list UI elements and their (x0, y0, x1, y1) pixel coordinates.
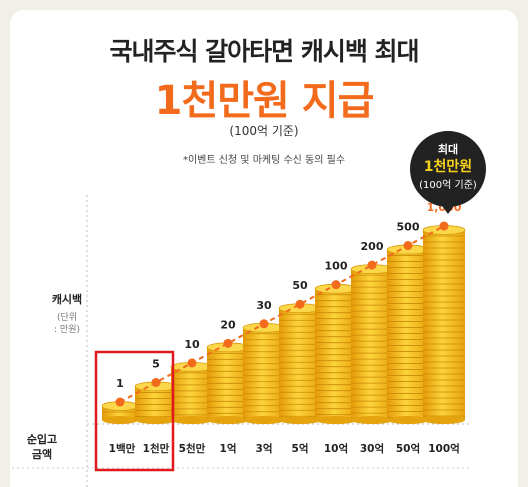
coin-stack-1천만 (134, 381, 178, 424)
coin-stack-5천만 (170, 361, 214, 424)
coin-stacks (101, 225, 466, 424)
badge-line2: 1천만원 (424, 159, 472, 175)
basis-note: (100억 기준) (229, 124, 299, 138)
max-badge: 최대 1천만원 (100억 기준) (410, 131, 486, 214)
trend-point (115, 397, 125, 407)
highlight-box (94, 350, 175, 472)
badge-line1: 최대 (438, 142, 458, 156)
value-label: 50 (292, 279, 308, 292)
trend-line (119, 225, 445, 403)
trend-point (187, 358, 197, 368)
x-axis-label: 순입고 금액 (27, 433, 57, 461)
value-label: 5 (152, 357, 160, 370)
category-label: 5천만 (179, 442, 206, 455)
page-title: 국내주식 갈아타면 캐시백 최대 (109, 37, 419, 66)
trend-point (223, 338, 233, 348)
trend-point (331, 280, 341, 290)
category-label: 30억 (360, 443, 384, 455)
footnote: *이벤트 신청 및 마케팅 수신 동의 필수 (182, 155, 346, 166)
coin-stack-5억 (278, 303, 322, 424)
coin-stack-100억 (422, 225, 466, 424)
category-label: 1천만 (143, 442, 170, 455)
trend-point (367, 260, 377, 270)
badge-line3: (100억 기준) (419, 179, 477, 191)
category-label: 10억 (324, 443, 348, 455)
trend-point (295, 299, 305, 309)
value-label: 10 (184, 338, 200, 351)
trend-points (115, 221, 449, 407)
y-axis-label: 캐시백 (52, 292, 82, 306)
value-label: 1 (116, 377, 124, 390)
coin-stack-10억 (314, 283, 358, 424)
value-label: 30 (256, 299, 272, 312)
coin-stack-3억 (242, 322, 286, 424)
category-label: 1억 (220, 443, 237, 455)
y-axis-unit: (단위: 만원) (54, 312, 80, 335)
category-label: 100억 (428, 443, 460, 455)
coin-stack-1억 (206, 342, 250, 424)
headline-amount: 1천만원 지급 (154, 78, 375, 124)
value-label: 200 (361, 240, 384, 253)
category-label: 1백만 (109, 442, 136, 455)
trend-point (151, 377, 161, 387)
category-labels: 1백만 1천만 5천만 1억 3억 5억 10억 30억 50억 100억 (109, 442, 460, 455)
coin-stack-50억 (386, 244, 430, 424)
coin-stack-30억 (350, 264, 394, 424)
value-label: 500 (397, 221, 420, 234)
trend-point (439, 221, 449, 231)
category-label: 5억 (292, 443, 309, 455)
value-label: 100 (325, 260, 348, 273)
category-label: 3억 (256, 443, 273, 455)
value-label: 20 (220, 318, 236, 331)
coin-stack-1백만 (101, 401, 139, 424)
trend-point (259, 319, 269, 329)
category-label: 50억 (396, 443, 420, 455)
trend-point (403, 241, 413, 251)
